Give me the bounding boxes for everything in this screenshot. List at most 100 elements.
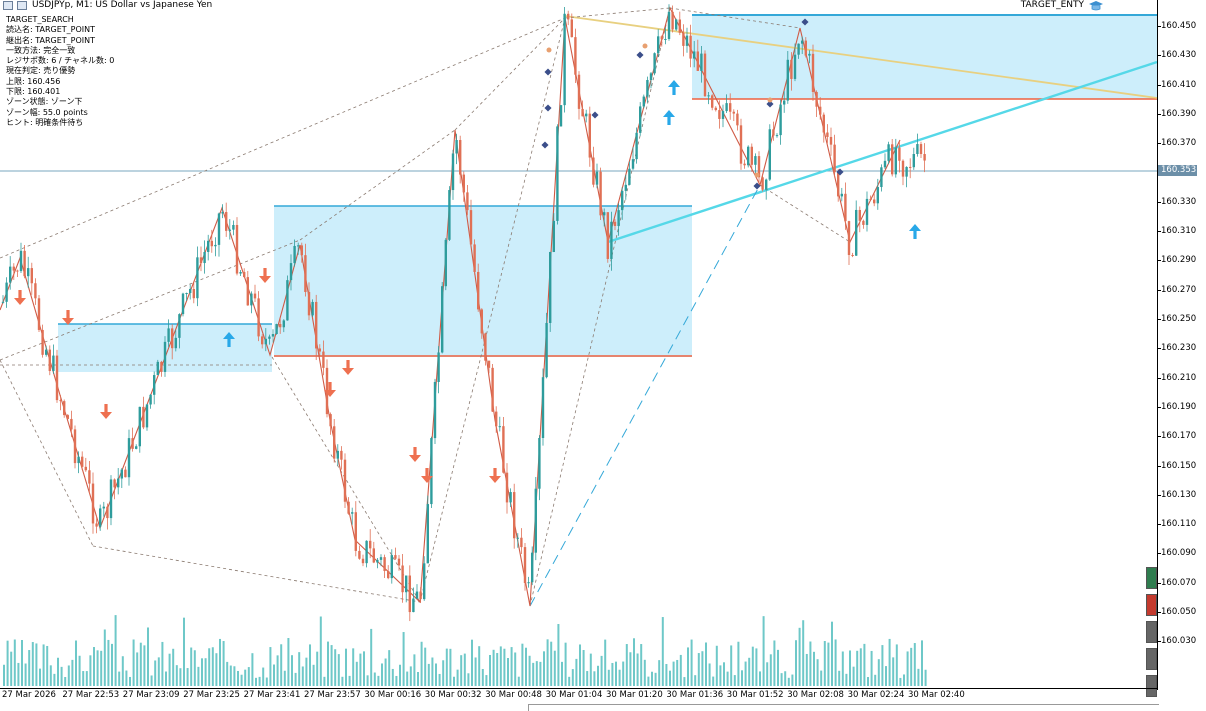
candle-body — [138, 406, 141, 447]
volume-bar — [57, 657, 59, 686]
volume-bar — [53, 673, 56, 686]
volume-bar — [834, 639, 837, 686]
price-tick-mark — [1158, 612, 1161, 613]
volume-bar — [370, 628, 373, 686]
price-tick-label: 160.190 — [1161, 401, 1197, 412]
pattern-point-marker — [642, 43, 648, 49]
candle-body — [466, 192, 469, 211]
candle-body — [88, 470, 91, 484]
volume-bar — [399, 664, 401, 686]
candle-body — [862, 220, 865, 225]
candle-body — [822, 114, 825, 133]
candle-body — [736, 113, 739, 126]
volume-bar — [442, 660, 445, 686]
candle-body — [718, 110, 721, 119]
volume-bar — [345, 648, 347, 686]
pattern-point-marker — [753, 182, 761, 190]
candle-body — [358, 550, 361, 559]
time-tick-label: 30 Mar 01:04 — [545, 690, 603, 700]
candle-body — [153, 375, 156, 395]
volume-bar — [388, 650, 391, 686]
volume-bar — [341, 676, 344, 686]
candle-body — [102, 506, 105, 509]
time-tick-label: 30 Mar 01:20 — [606, 690, 663, 700]
candle-body — [498, 426, 501, 428]
chart-header: USDJPYp, M1: US Dollar vs Japanese Yen T… — [0, 0, 1156, 12]
candle-body — [23, 250, 26, 277]
candle-body — [304, 255, 307, 292]
price-chart[interactable] — [0, 0, 1157, 688]
candle-body — [617, 210, 620, 226]
volume-bar — [816, 659, 819, 686]
candle-body — [509, 492, 512, 503]
price-tick-mark — [1158, 143, 1161, 145]
volume-bar — [420, 641, 423, 686]
time-axis[interactable]: 27 Mar 2026 27 Mar 22:53 27 Mar 23:09 27 Ma… — [0, 688, 1157, 711]
candle-body — [534, 488, 537, 553]
volume-bar — [319, 616, 322, 686]
volume-bar — [125, 670, 128, 686]
price-tick-label: 160.310 — [1161, 226, 1197, 237]
horizontal-scrollbar[interactable] — [528, 704, 1159, 711]
volume-bar — [75, 640, 77, 686]
candle-body — [693, 51, 696, 59]
candle-body — [95, 523, 98, 527]
side-button[interactable] — [1146, 567, 1157, 589]
volume-bar — [287, 638, 290, 686]
graduation-cap-icon[interactable] — [1088, 0, 1104, 12]
candle-body — [905, 166, 908, 177]
volume-bar — [715, 645, 718, 686]
candle-body — [271, 334, 275, 337]
candle-body — [574, 37, 577, 75]
pattern-point-marker — [836, 168, 844, 176]
candle-body — [678, 19, 681, 33]
volume-bar — [683, 677, 686, 686]
time-tick-label: 30 Mar 02:08 — [787, 690, 844, 700]
volume-bar — [449, 648, 452, 686]
candle-body — [462, 174, 465, 193]
dotted-helper-line — [529, 7, 671, 607]
candle-body — [671, 11, 674, 30]
volume-bar — [100, 650, 103, 686]
candle-body — [495, 411, 498, 427]
candle-body — [192, 288, 195, 299]
volume-bar — [129, 676, 131, 686]
time-tick-label: 30 Mar 00:32 — [424, 690, 482, 700]
side-button[interactable] — [1146, 648, 1157, 670]
candle-body — [689, 35, 692, 59]
volume-bar — [197, 666, 200, 686]
volume-bar — [553, 650, 556, 686]
volume-bar — [165, 671, 167, 686]
candle-body — [811, 53, 815, 92]
price-axis[interactable]: 160.450 160.430 160.410 160.390 160.370 160.3… — [1157, 0, 1206, 690]
candle-body — [34, 283, 37, 299]
chart-icon[interactable] — [17, 1, 27, 10]
side-button[interactable] — [1146, 594, 1157, 616]
volume-bar — [201, 658, 203, 686]
volume-bar — [150, 675, 153, 686]
candle-body — [649, 73, 653, 80]
volume-bar — [654, 672, 657, 686]
volume-bar — [906, 651, 909, 686]
side-button[interactable] — [1146, 621, 1157, 643]
candle-body — [347, 501, 350, 514]
volume-bar — [496, 653, 499, 686]
candle-body — [365, 540, 368, 564]
window-icon[interactable] — [3, 1, 13, 10]
candle-body — [804, 40, 807, 56]
price-tick-label: 160.370 — [1161, 138, 1197, 149]
volume-bar — [96, 650, 99, 686]
volume-bar — [85, 671, 88, 686]
candle-body — [124, 469, 127, 478]
candle-body — [117, 478, 120, 488]
candle-body — [570, 19, 573, 38]
candle-body — [840, 193, 843, 197]
side-button[interactable] — [1146, 675, 1157, 697]
volume-bar — [507, 658, 509, 686]
info-line: TARGET_SEARCH — [6, 15, 74, 24]
candle-body — [286, 280, 289, 321]
volume-bar — [748, 657, 751, 686]
volume-bar — [647, 676, 650, 686]
price-tick-mark — [1158, 55, 1161, 57]
